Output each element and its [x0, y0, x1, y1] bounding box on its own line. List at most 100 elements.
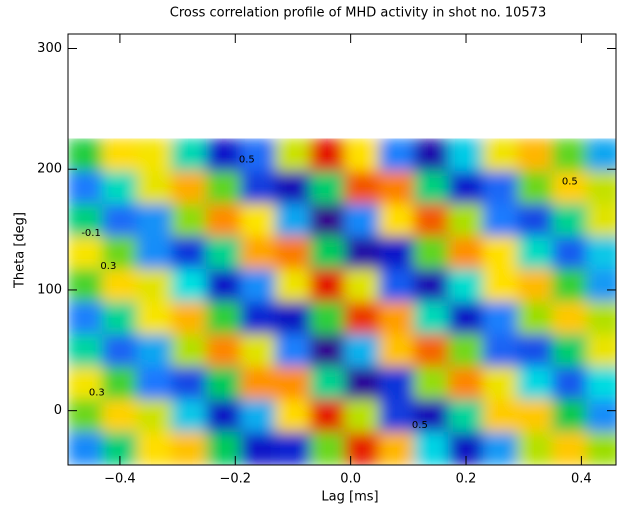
cell: [586, 334, 616, 368]
y-tick-label: 300: [37, 41, 62, 56]
cell: [344, 399, 380, 433]
cell: [448, 171, 484, 205]
cell: [413, 334, 450, 368]
x-tick-label: 0.4: [571, 472, 592, 487]
cell: [482, 268, 519, 303]
cell: [309, 301, 346, 336]
cell: [136, 203, 173, 238]
cell: [517, 399, 554, 433]
contour-label: 0.5: [239, 155, 255, 166]
cell: [378, 203, 415, 238]
cell: [448, 399, 484, 433]
cell: [482, 431, 519, 465]
cell: [517, 334, 554, 368]
cell: [344, 171, 380, 205]
y-tick-label: 0: [54, 403, 62, 418]
cell: [171, 431, 207, 465]
cell: [102, 301, 138, 336]
cell: [413, 366, 450, 401]
cell: [205, 203, 242, 238]
cell: [309, 366, 346, 401]
cell: [68, 138, 104, 173]
overlay: 0.5 0.5 -0.1 0.3 0.5 0.3 −0.4 −0.2 0.0 0.2 0.4 0 100…: [37, 33, 617, 487]
cell: [136, 171, 173, 205]
cell: [378, 301, 415, 336]
cell: [136, 301, 173, 336]
cell: [136, 399, 173, 433]
x-tick-label: 0.2: [456, 472, 477, 487]
cell: [517, 236, 554, 270]
cell: [205, 236, 242, 270]
cell: [68, 268, 104, 303]
contour-label: -0.1: [81, 228, 101, 239]
cell: [136, 366, 173, 401]
cell: [586, 138, 616, 173]
cell: [517, 301, 554, 336]
cell: [68, 366, 104, 401]
cell: [309, 334, 346, 368]
cell: [240, 334, 277, 368]
y-axis-label: Theta [deg]: [13, 212, 28, 289]
cell: [136, 236, 173, 270]
cell: [68, 203, 104, 238]
cell: [586, 366, 616, 401]
chart-title: Cross correlation profile of MHD activit…: [170, 6, 546, 21]
cell: [517, 366, 554, 401]
cell: [275, 301, 311, 336]
cell: [344, 236, 380, 270]
cell: [482, 399, 519, 433]
cell: [413, 268, 450, 303]
cell: [448, 301, 484, 336]
cell: [171, 399, 207, 433]
cell: [240, 366, 277, 401]
cell: [552, 171, 588, 205]
cell: [240, 268, 277, 303]
cell: [448, 138, 484, 173]
cell: [309, 171, 346, 205]
cell: [344, 268, 380, 303]
cell: [205, 138, 242, 173]
cell: [482, 334, 519, 368]
cell: [171, 203, 207, 238]
cell: [344, 301, 380, 336]
cell: [205, 268, 242, 303]
cell: [552, 268, 588, 303]
cell: [586, 171, 616, 205]
contour-label: 0.5: [412, 420, 428, 431]
cell: [240, 171, 277, 205]
cell: [205, 171, 242, 205]
cell: [448, 236, 484, 270]
cell: [552, 236, 588, 270]
cell: [102, 138, 138, 173]
cell: [102, 334, 138, 368]
cell: [68, 334, 104, 368]
cell: [517, 431, 554, 465]
cell: [68, 399, 104, 433]
cell: [448, 334, 484, 368]
cell: [240, 301, 277, 336]
cell: [275, 431, 311, 465]
cell: [136, 431, 173, 465]
cell: [448, 268, 484, 303]
cell: [552, 301, 588, 336]
cell: [586, 399, 616, 433]
cell: [552, 366, 588, 401]
cell: [275, 171, 311, 205]
cell: [171, 236, 207, 270]
cell: [517, 171, 554, 205]
cell: [205, 431, 242, 465]
cell: [552, 203, 588, 238]
cell: [240, 138, 277, 173]
cell: [586, 203, 616, 238]
cell: [240, 399, 277, 433]
cell: [482, 203, 519, 238]
cell: [413, 301, 450, 336]
cell: [171, 138, 207, 173]
cell: [171, 171, 207, 205]
cell: [136, 268, 173, 303]
cell: [102, 171, 138, 205]
cell: [344, 138, 380, 173]
cell: [413, 431, 450, 465]
